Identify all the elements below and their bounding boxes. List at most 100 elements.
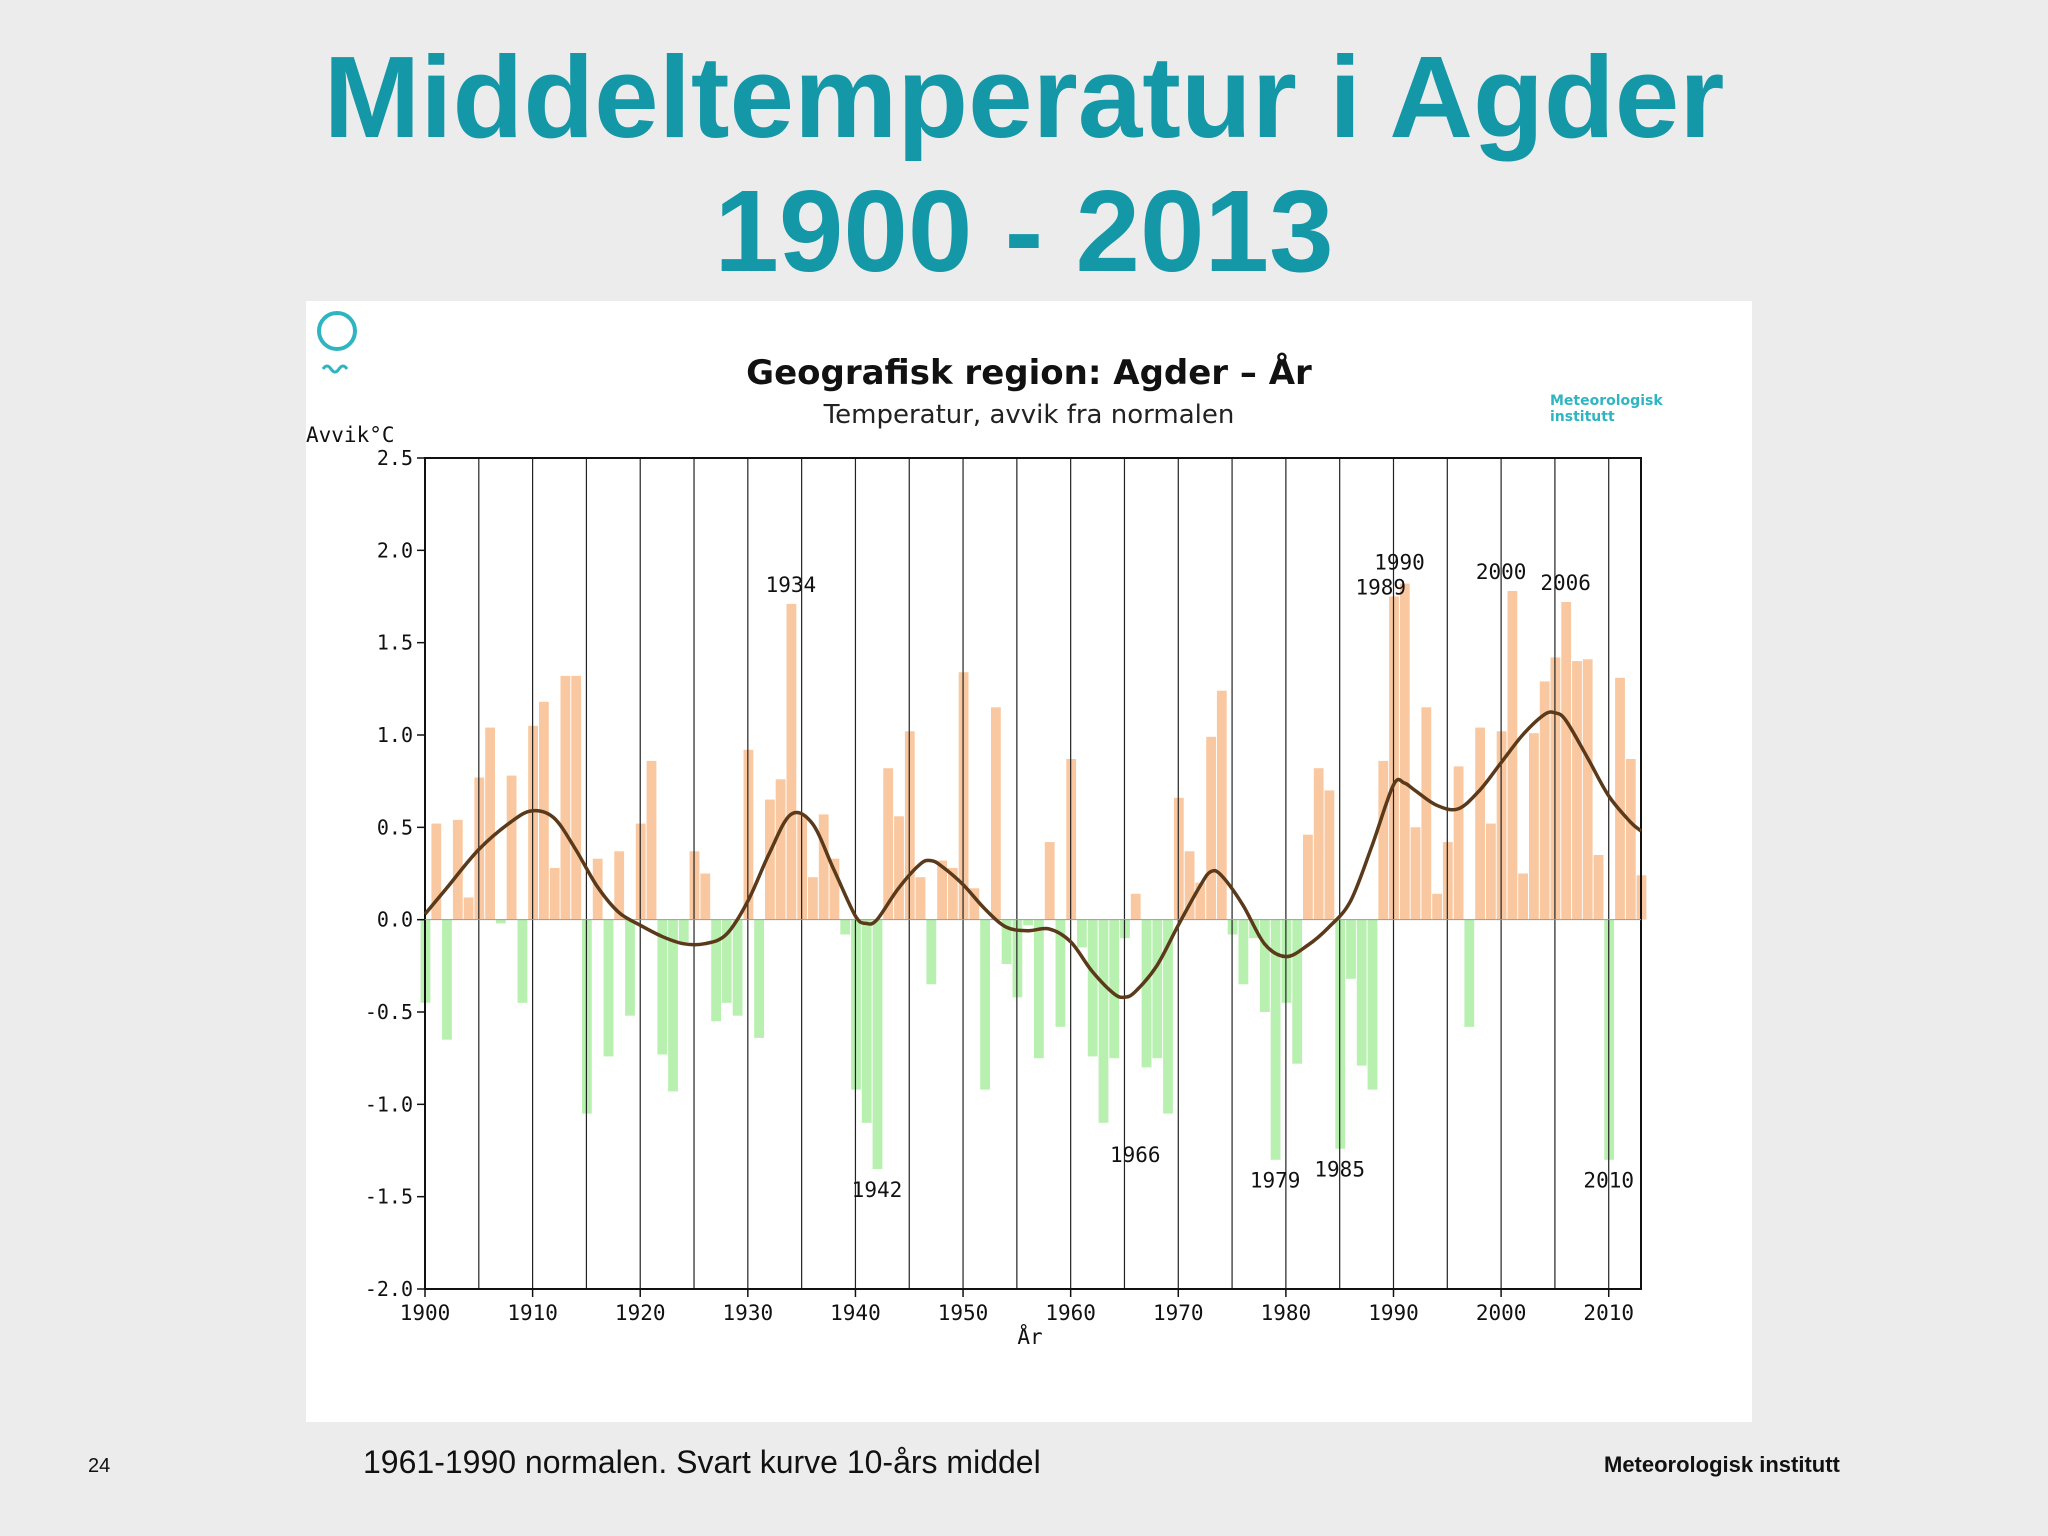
bar-1938 (829, 858, 840, 920)
y-tick-label: 0.0 (377, 908, 413, 932)
bar-1947 (926, 919, 937, 985)
annotation-1985: 1985 (1314, 1158, 1365, 1182)
annotation-1990: 1990 (1374, 551, 1425, 575)
page-number: 24 (88, 1455, 111, 1477)
bar-1998 (1475, 727, 1485, 920)
bar-1973 (1206, 736, 1216, 920)
x-tick-label: 1930 (723, 1301, 774, 1325)
bar-1928 (721, 919, 732, 1003)
bar-1913 (560, 675, 571, 920)
bar-1929 (732, 919, 743, 1016)
bar-1959 (1055, 919, 1066, 1027)
bar-1979 (1270, 919, 1281, 1160)
slide-caption: 1961-1990 normalen. Svart kurve 10-års m… (363, 1444, 1041, 1480)
bar-1926 (700, 873, 711, 920)
bar-1902 (442, 919, 452, 1040)
x-tick-label: 1920 (615, 1301, 666, 1325)
x-tick-label: 1910 (507, 1301, 558, 1325)
annotation-2010: 2010 (1583, 1169, 1634, 1193)
x-tick-label: 1960 (1045, 1301, 1096, 1325)
bar-1994 (1432, 893, 1442, 920)
bar-1949 (947, 868, 958, 920)
bar-1901 (431, 823, 442, 920)
bar-1967 (1141, 919, 1152, 1068)
bar-2012 (1625, 759, 1636, 920)
y-tick-label: 0.5 (377, 815, 413, 839)
bar-1978 (1260, 919, 1270, 1012)
bar-1963 (1098, 919, 1109, 1123)
bar-1914 (571, 675, 582, 920)
y-axis-label: Avvik°C (306, 423, 395, 447)
plot-frame (424, 457, 1642, 1290)
x-tick-label: 1990 (1368, 1301, 1419, 1325)
annotation-1934: 1934 (766, 573, 817, 597)
bar-1988 (1367, 919, 1378, 1090)
y-tick-label: -0.5 (365, 1000, 413, 1024)
bar-1934 (786, 603, 797, 920)
x-tick-label: 1970 (1153, 1301, 1204, 1325)
annotation-1989: 1989 (1355, 576, 1406, 600)
bar-1952 (980, 919, 990, 1090)
bar-2002 (1518, 873, 1528, 920)
slide-title-line2: 1900 - 2013 (714, 166, 1334, 296)
bar-1933 (775, 779, 786, 920)
bar-1956 (1023, 919, 1033, 926)
bar-1999 (1486, 823, 1496, 920)
y-tick-label: -1.5 (365, 1185, 413, 1209)
bar-1966 (1130, 893, 1141, 920)
bar-1971 (1184, 851, 1195, 920)
bar-1936 (808, 877, 818, 920)
bar-1992 (1410, 827, 1421, 920)
x-tick-label: 1950 (938, 1301, 989, 1325)
y-tick-label: 1.5 (377, 631, 413, 655)
bar-1923 (668, 919, 678, 1092)
annotation-1979: 1979 (1250, 1169, 1301, 1193)
ten-year-mean-curve (423, 710, 1643, 1000)
bar-1918 (614, 851, 625, 920)
bar-1924 (678, 919, 689, 942)
y-tick-label: 1.0 (377, 723, 413, 747)
x-tick-label: 1980 (1261, 1301, 1312, 1325)
bar-1974 (1216, 690, 1227, 920)
bar-1991 (1399, 583, 1410, 920)
chart-title: Geografisk region: Agder – År (746, 353, 1312, 393)
chart-panel: 2.5 2.0 1.5 1.0 0.5 0.0 -0.5 -1.0 -1.5 -2.0 1900 19… (306, 301, 1752, 1422)
bar-2006 (1561, 602, 1572, 920)
bar-1943 (883, 768, 894, 920)
logo-text: Meteorologisk institutt (1550, 393, 1663, 425)
annotation-2006: 2006 (1540, 571, 1591, 595)
bar-1986 (1346, 919, 1356, 979)
annotation-1966: 1966 (1110, 1143, 1161, 1167)
bar-1907 (495, 919, 506, 924)
bar-1946 (915, 877, 926, 920)
bar-1937 (818, 814, 829, 920)
bar-1927 (711, 919, 721, 1022)
bar-1968 (1152, 919, 1163, 1059)
y-tick-label: -1.0 (365, 1092, 413, 1116)
bar-1906 (485, 727, 495, 920)
bar-1908 (506, 775, 517, 920)
footer-organization: Meteorologisk institutt (1604, 1452, 1840, 1477)
bar-1912 (549, 868, 560, 920)
bar-1961 (1077, 919, 1087, 948)
bar-1989 (1378, 760, 1389, 920)
bar-2007 (1572, 661, 1582, 920)
bar-1931 (754, 919, 764, 1038)
bar-1903 (452, 819, 463, 920)
annotation-2000: 2000 (1476, 560, 1527, 584)
bar-1982 (1303, 834, 1313, 920)
bar-1987 (1356, 919, 1367, 1066)
bar-1917 (603, 919, 614, 1057)
bar-1909 (517, 919, 528, 1003)
bar-1958 (1044, 842, 1055, 920)
bar-1954 (1001, 919, 1012, 964)
bar-2011 (1615, 677, 1625, 920)
y-tick-label: -2.0 (365, 1277, 413, 1301)
annotation-1942: 1942 (852, 1178, 903, 1202)
bar-1921 (646, 760, 657, 920)
x-tick-label: 2010 (1583, 1301, 1634, 1325)
bar-1944 (894, 816, 904, 920)
bar-1932 (765, 799, 775, 920)
bar-1962 (1087, 919, 1098, 1057)
